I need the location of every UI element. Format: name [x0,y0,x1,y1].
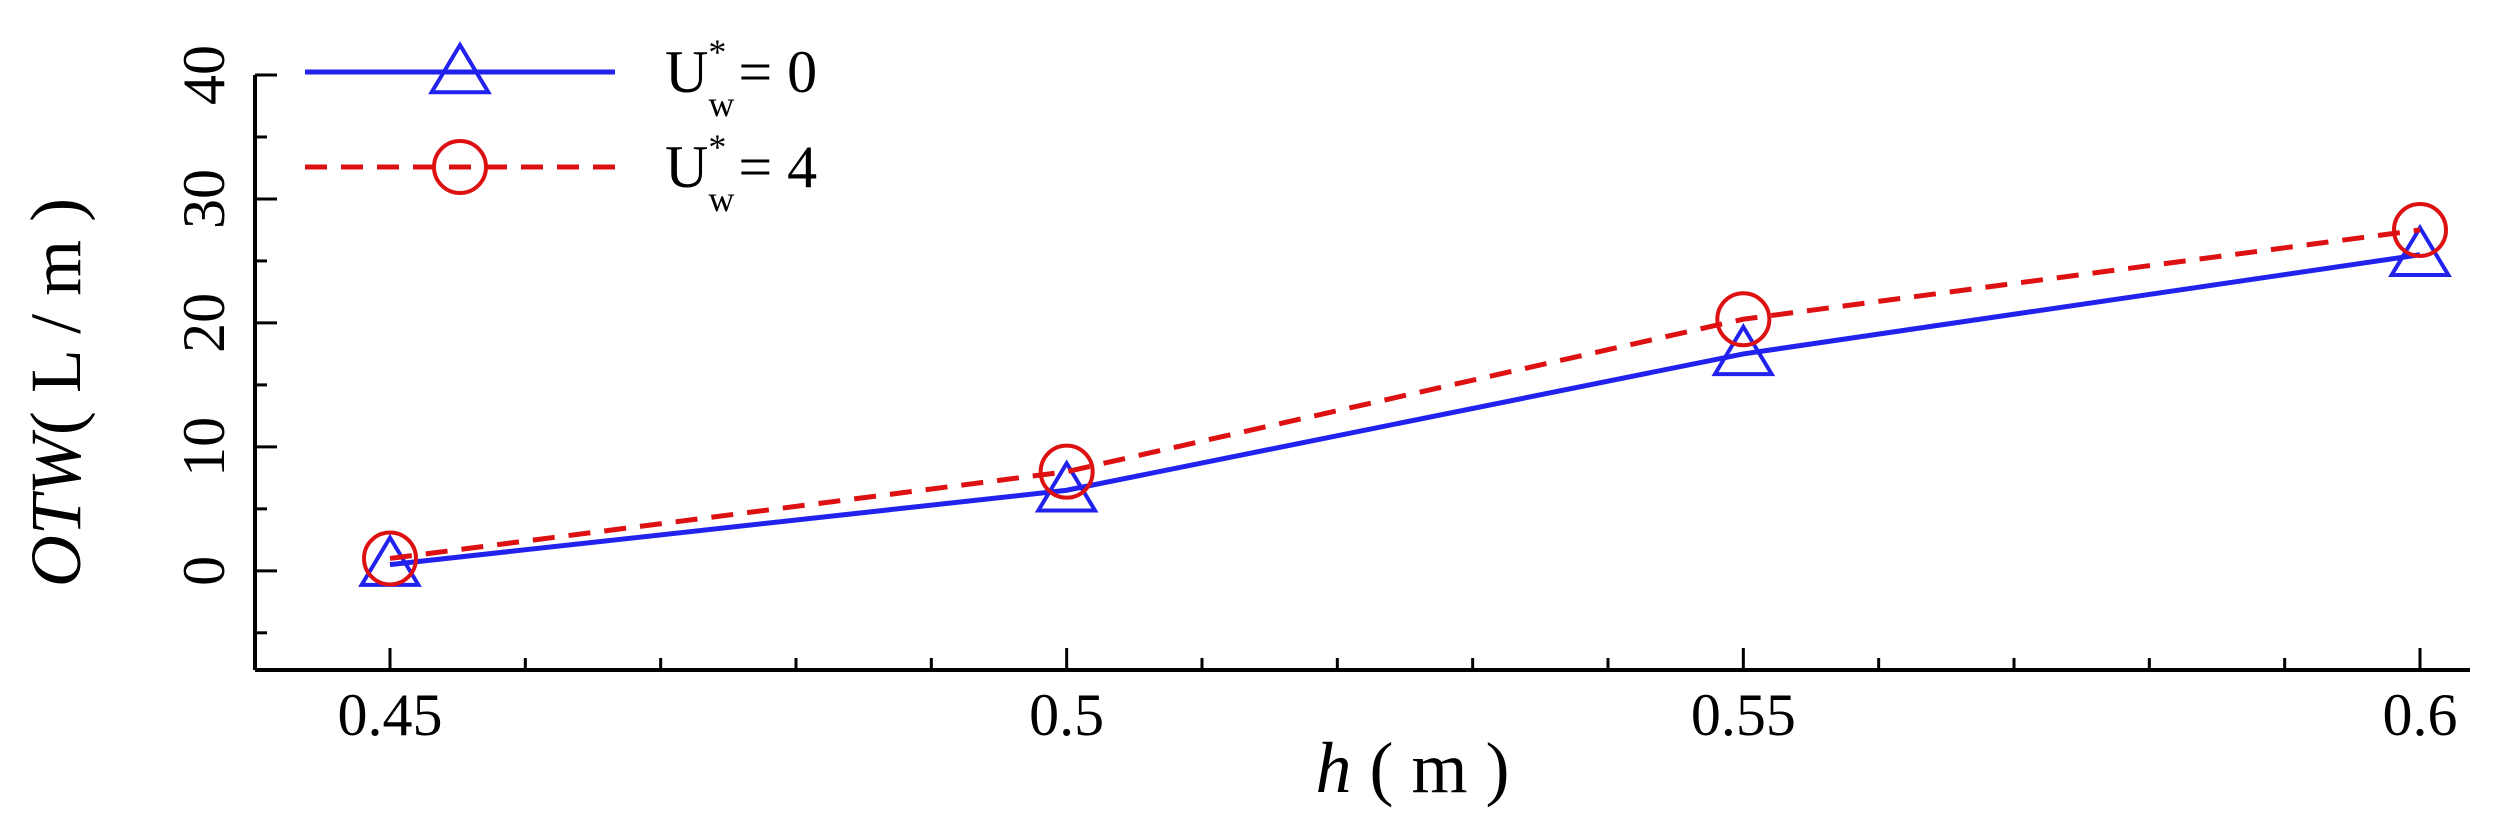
y-axis-variable: OTW [16,429,96,587]
data-point-circle [2392,201,2448,258]
axes: 0 10 20 30 40 0.45 0.5 0.55 0.6 h ( m ) OTW( L / m… [16,45,2470,808]
data-point-triangle [1711,323,1776,377]
legend-rest: = 0 [738,39,817,105]
legend-entry-2: U* w= 4 [305,127,817,219]
data-point-circle [1038,443,1095,500]
legend-superscript: * [708,127,726,167]
y-tick-label: 10 [171,417,237,477]
y-tick-label: 40 [171,45,237,105]
x-tick-label: 0.55 [1691,682,1796,748]
series-line [389,252,2421,568]
legend-entry-1: U* w= 0 [305,32,817,124]
legend-base: U [665,134,708,200]
legend-rest: = 4 [738,134,817,200]
data-point-triangle [1034,459,1099,513]
series-2 [362,201,2448,587]
x-tick-label: 0.5 [1029,682,1104,748]
y-tick-label: 0 [171,556,237,586]
series-1 [358,223,2452,587]
x-axis-variable: h [1316,728,1352,808]
x-tick-label: 0.6 [2383,682,2458,748]
series-layer [358,201,2452,587]
data-point-circle [1715,291,1772,348]
x-axis-unit: ( m ) [1370,728,1510,808]
data-point-circle [362,530,418,587]
data-point-triangle [2388,223,2452,277]
legend-subscript: w [708,179,734,219]
x-axis-title: h ( m ) [1316,728,1510,808]
legend-subscript: w [708,84,734,124]
legend-superscript: * [708,32,726,72]
series-line [389,227,2421,561]
legend-marker-circle [432,139,488,195]
y-tick-label: 30 [171,169,237,229]
legend-base: U [665,39,708,105]
legend-label: U* w= 4 [665,127,817,219]
y-tick-label: 20 [171,293,237,353]
y-axis-title: OTW( L / m ) [16,198,96,587]
y-axis-unit: ( L / m ) [16,198,96,435]
x-tick-label: 0.45 [338,682,443,748]
legend-label: U* w= 0 [665,32,817,124]
legend: U* w= 0U* w= 4 [305,32,817,219]
legend-marker-triangle [428,41,492,95]
